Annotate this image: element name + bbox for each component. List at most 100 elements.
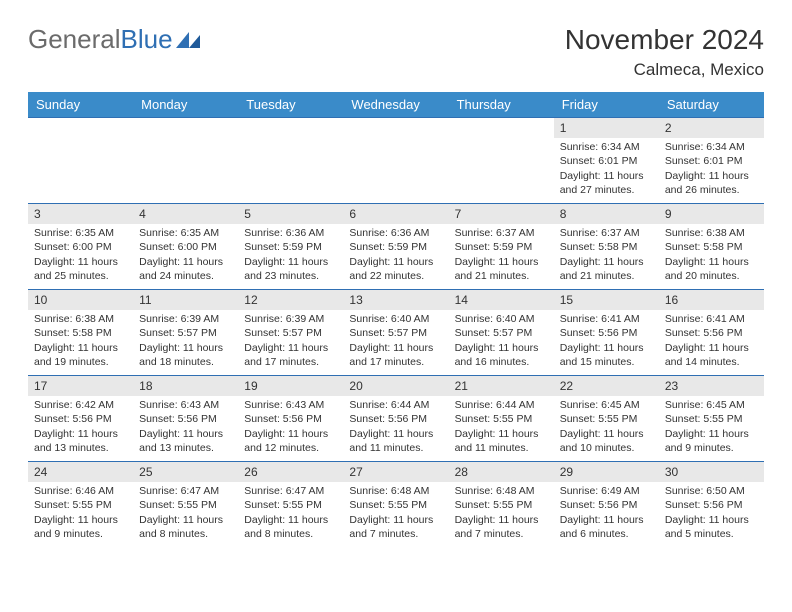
day-cell (238, 118, 343, 204)
daylight-text: Daylight: 11 hours and 7 minutes. (455, 513, 548, 541)
daylight-text: Daylight: 11 hours and 11 minutes. (349, 427, 442, 455)
day-cell: 10Sunrise: 6:38 AMSunset: 5:58 PMDayligh… (28, 290, 133, 376)
day-cell: 24Sunrise: 6:46 AMSunset: 5:55 PMDayligh… (28, 462, 133, 548)
day-number: 26 (238, 462, 343, 482)
sunset-text: Sunset: 5:59 PM (349, 240, 442, 254)
sunset-text: Sunset: 5:56 PM (560, 498, 653, 512)
title-block: November 2024 Calmeca, Mexico (565, 24, 764, 80)
day-number: 11 (133, 290, 238, 310)
daylight-text: Daylight: 11 hours and 17 minutes. (244, 341, 337, 369)
day-body: Sunrise: 6:34 AMSunset: 6:01 PMDaylight:… (659, 138, 764, 201)
daylight-text: Daylight: 11 hours and 26 minutes. (665, 169, 758, 197)
day-body: Sunrise: 6:45 AMSunset: 5:55 PMDaylight:… (554, 396, 659, 459)
daylight-text: Daylight: 11 hours and 10 minutes. (560, 427, 653, 455)
sunset-text: Sunset: 5:55 PM (455, 498, 548, 512)
daylight-text: Daylight: 11 hours and 17 minutes. (349, 341, 442, 369)
day-cell: 25Sunrise: 6:47 AMSunset: 5:55 PMDayligh… (133, 462, 238, 548)
day-cell: 12Sunrise: 6:39 AMSunset: 5:57 PMDayligh… (238, 290, 343, 376)
day-cell: 2Sunrise: 6:34 AMSunset: 6:01 PMDaylight… (659, 118, 764, 204)
sunrise-text: Sunrise: 6:48 AM (455, 484, 548, 498)
day-cell: 13Sunrise: 6:40 AMSunset: 5:57 PMDayligh… (343, 290, 448, 376)
daylight-text: Daylight: 11 hours and 25 minutes. (34, 255, 127, 283)
sunset-text: Sunset: 5:59 PM (244, 240, 337, 254)
weekday-header: Saturday (659, 92, 764, 118)
daylight-text: Daylight: 11 hours and 15 minutes. (560, 341, 653, 369)
sunrise-text: Sunrise: 6:43 AM (244, 398, 337, 412)
day-body: Sunrise: 6:38 AMSunset: 5:58 PMDaylight:… (659, 224, 764, 287)
day-number: 8 (554, 204, 659, 224)
day-number: 14 (449, 290, 554, 310)
daylight-text: Daylight: 11 hours and 22 minutes. (349, 255, 442, 283)
sunrise-text: Sunrise: 6:36 AM (349, 226, 442, 240)
sunrise-text: Sunrise: 6:48 AM (349, 484, 442, 498)
sunrise-text: Sunrise: 6:49 AM (560, 484, 653, 498)
sunset-text: Sunset: 5:56 PM (665, 326, 758, 340)
daylight-text: Daylight: 11 hours and 19 minutes. (34, 341, 127, 369)
daylight-text: Daylight: 11 hours and 20 minutes. (665, 255, 758, 283)
calendar-body: 1Sunrise: 6:34 AMSunset: 6:01 PMDaylight… (28, 118, 764, 548)
location: Calmeca, Mexico (565, 60, 764, 80)
daylight-text: Daylight: 11 hours and 11 minutes. (455, 427, 548, 455)
day-number: 18 (133, 376, 238, 396)
day-cell: 14Sunrise: 6:40 AMSunset: 5:57 PMDayligh… (449, 290, 554, 376)
logo-text-1: General (28, 24, 121, 55)
day-body: Sunrise: 6:36 AMSunset: 5:59 PMDaylight:… (238, 224, 343, 287)
daylight-text: Daylight: 11 hours and 6 minutes. (560, 513, 653, 541)
day-cell: 1Sunrise: 6:34 AMSunset: 6:01 PMDaylight… (554, 118, 659, 204)
day-body: Sunrise: 6:37 AMSunset: 5:59 PMDaylight:… (449, 224, 554, 287)
sunrise-text: Sunrise: 6:34 AM (560, 140, 653, 154)
daylight-text: Daylight: 11 hours and 14 minutes. (665, 341, 758, 369)
day-body: Sunrise: 6:40 AMSunset: 5:57 PMDaylight:… (449, 310, 554, 373)
sunset-text: Sunset: 5:55 PM (455, 412, 548, 426)
sunrise-text: Sunrise: 6:47 AM (244, 484, 337, 498)
day-number: 21 (449, 376, 554, 396)
sunset-text: Sunset: 5:55 PM (349, 498, 442, 512)
daylight-text: Daylight: 11 hours and 8 minutes. (244, 513, 337, 541)
sunset-text: Sunset: 5:59 PM (455, 240, 548, 254)
sunrise-text: Sunrise: 6:37 AM (560, 226, 653, 240)
sunset-text: Sunset: 5:57 PM (349, 326, 442, 340)
day-cell: 27Sunrise: 6:48 AMSunset: 5:55 PMDayligh… (343, 462, 448, 548)
sunset-text: Sunset: 6:00 PM (34, 240, 127, 254)
day-number: 17 (28, 376, 133, 396)
day-cell: 5Sunrise: 6:36 AMSunset: 5:59 PMDaylight… (238, 204, 343, 290)
day-cell: 15Sunrise: 6:41 AMSunset: 5:56 PMDayligh… (554, 290, 659, 376)
sunrise-text: Sunrise: 6:41 AM (560, 312, 653, 326)
day-number: 29 (554, 462, 659, 482)
logo-text-2: Blue (121, 24, 173, 55)
weekday-header: Sunday (28, 92, 133, 118)
day-body: Sunrise: 6:48 AMSunset: 5:55 PMDaylight:… (449, 482, 554, 545)
calendar-table: SundayMondayTuesdayWednesdayThursdayFrid… (28, 92, 764, 548)
sunrise-text: Sunrise: 6:39 AM (139, 312, 232, 326)
day-number: 28 (449, 462, 554, 482)
daylight-text: Daylight: 11 hours and 9 minutes. (665, 427, 758, 455)
day-cell: 28Sunrise: 6:48 AMSunset: 5:55 PMDayligh… (449, 462, 554, 548)
sunset-text: Sunset: 5:55 PM (244, 498, 337, 512)
daylight-text: Daylight: 11 hours and 24 minutes. (139, 255, 232, 283)
day-number: 4 (133, 204, 238, 224)
sunset-text: Sunset: 5:55 PM (139, 498, 232, 512)
day-cell: 29Sunrise: 6:49 AMSunset: 5:56 PMDayligh… (554, 462, 659, 548)
logo-mark-icon (176, 24, 202, 55)
day-cell: 23Sunrise: 6:45 AMSunset: 5:55 PMDayligh… (659, 376, 764, 462)
sunrise-text: Sunrise: 6:44 AM (455, 398, 548, 412)
sunset-text: Sunset: 6:01 PM (560, 154, 653, 168)
sunset-text: Sunset: 5:56 PM (244, 412, 337, 426)
sunset-text: Sunset: 5:56 PM (349, 412, 442, 426)
sunrise-text: Sunrise: 6:36 AM (244, 226, 337, 240)
day-cell: 3Sunrise: 6:35 AMSunset: 6:00 PMDaylight… (28, 204, 133, 290)
week-row: 1Sunrise: 6:34 AMSunset: 6:01 PMDaylight… (28, 118, 764, 204)
sunrise-text: Sunrise: 6:46 AM (34, 484, 127, 498)
day-number: 19 (238, 376, 343, 396)
weekday-header: Tuesday (238, 92, 343, 118)
sunrise-text: Sunrise: 6:50 AM (665, 484, 758, 498)
day-number: 30 (659, 462, 764, 482)
day-cell (449, 118, 554, 204)
day-body: Sunrise: 6:49 AMSunset: 5:56 PMDaylight:… (554, 482, 659, 545)
day-number: 5 (238, 204, 343, 224)
day-body: Sunrise: 6:48 AMSunset: 5:55 PMDaylight:… (343, 482, 448, 545)
daylight-text: Daylight: 11 hours and 21 minutes. (560, 255, 653, 283)
week-row: 10Sunrise: 6:38 AMSunset: 5:58 PMDayligh… (28, 290, 764, 376)
weekday-header: Friday (554, 92, 659, 118)
sunset-text: Sunset: 5:55 PM (560, 412, 653, 426)
